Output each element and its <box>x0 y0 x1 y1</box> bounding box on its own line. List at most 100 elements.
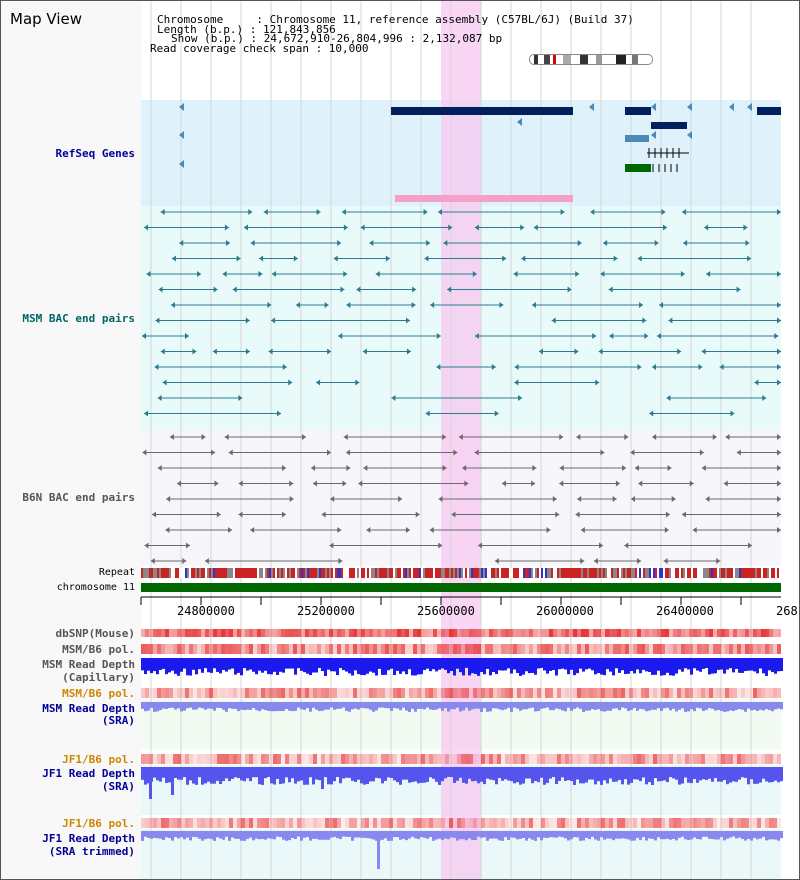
polymorphism-cell <box>389 629 393 637</box>
msm-bac-pair-end <box>659 302 664 308</box>
polymorphism-cell <box>709 754 713 764</box>
read-depth-bar <box>450 767 453 778</box>
repeat-segment <box>481 568 483 578</box>
read-depth-bar <box>369 767 372 782</box>
b6n-bac-pair-end <box>622 465 627 471</box>
polymorphism-cell <box>569 754 573 764</box>
polymorphism-cell <box>641 629 645 637</box>
read-depth-bar <box>252 767 255 778</box>
polymorphism-cell <box>301 818 305 828</box>
msm-bac-pair-end <box>337 240 342 246</box>
read-depth-bar <box>207 702 210 709</box>
msm-pol-label[interactable]: MSM/B6 pol. <box>62 643 135 656</box>
polymorphism-cell <box>225 629 229 637</box>
read-depth-bar <box>696 831 699 839</box>
jf1-pol2-label[interactable]: JF1/B6 pol. <box>62 817 135 830</box>
read-depth-bar <box>480 767 483 782</box>
read-depth-bar <box>378 767 381 779</box>
read-depth-bar <box>741 831 744 840</box>
jf1-depth-label[interactable]: JF1 Read Depth <box>42 767 135 780</box>
read-depth-bar <box>372 658 375 673</box>
read-depth-bar <box>774 702 777 710</box>
repeat-segment <box>277 568 279 578</box>
read-depth-bar <box>315 658 318 673</box>
b6n-bac-label[interactable]: B6N BAC end pairs <box>22 491 135 504</box>
gene-strand-arrow <box>747 103 752 111</box>
repeat-segment <box>651 568 653 578</box>
msm-depth-sra-label[interactable]: MSM Read Depth <box>42 702 135 715</box>
read-depth-bar <box>723 702 726 712</box>
repeat-segment <box>501 568 503 578</box>
chromosome-ideogram[interactable] <box>529 54 653 65</box>
read-depth-bar <box>648 658 651 672</box>
b6n-bac-pair-end <box>593 558 598 564</box>
polymorphism-cell <box>461 754 465 764</box>
gene-block <box>391 107 573 115</box>
jf1-trimmed-depth-label[interactable]: JF1 Read Depth <box>42 832 135 845</box>
read-depth-bar <box>150 831 153 839</box>
repeat-segment <box>769 568 771 578</box>
polymorphism-cell <box>673 688 677 698</box>
polymorphism-cell <box>277 688 281 698</box>
polymorphism-cell <box>513 644 517 654</box>
polymorphism-cell <box>757 644 761 654</box>
repeat-segment <box>405 568 407 578</box>
polymorphism-cell <box>337 818 341 828</box>
read-depth-bar <box>732 702 735 711</box>
gene-block <box>625 135 649 142</box>
read-depth-bar <box>597 767 600 782</box>
polymorphism-cell <box>485 688 489 698</box>
read-depth-bar <box>246 831 249 840</box>
read-depth-bar <box>249 702 252 710</box>
read-depth-bar <box>639 658 642 674</box>
polymorphism-cell <box>353 754 357 764</box>
polymorphism-cell <box>561 629 565 637</box>
polymorphism-cell <box>185 688 189 698</box>
msm-bac-pair-end <box>212 348 217 355</box>
read-depth-bar <box>744 767 747 778</box>
read-depth-bar <box>168 831 171 838</box>
read-depth-bar <box>309 767 312 778</box>
polymorphism-cell <box>241 688 245 698</box>
polymorphism-cell <box>177 629 181 637</box>
msm-pol2-label[interactable]: MSM/B6 pol. <box>62 687 135 700</box>
polymorphism-cell <box>361 754 365 764</box>
polymorphism-cell <box>325 818 329 828</box>
repeat-segment <box>359 568 361 578</box>
polymorphism-cell <box>661 688 665 698</box>
polymorphism-cell <box>173 688 177 698</box>
msm-bac-pair-end <box>340 286 345 293</box>
polymorphism-cell <box>273 629 277 637</box>
polymorphism-cell <box>577 688 581 698</box>
b6n-bac-pair-end <box>634 465 639 471</box>
refseq-genes-label[interactable]: RefSeq Genes <box>55 147 135 160</box>
polymorphism-cell <box>381 644 385 654</box>
read-depth-bar <box>525 702 528 710</box>
axis-tick-label: 25600000 <box>417 604 475 618</box>
polymorphism-cell <box>285 629 289 637</box>
repeat-segment <box>727 568 729 578</box>
polymorphism-cell <box>417 754 421 764</box>
b6n-bac-pair-end <box>165 527 170 533</box>
polymorphism-cell <box>717 629 721 637</box>
read-depth-bar <box>225 702 228 712</box>
msm-bac-label[interactable]: MSM BAC end pairs <box>22 312 135 325</box>
polymorphism-cell <box>409 629 413 637</box>
read-depth-bar <box>666 767 669 783</box>
b6n-bac-pair-end <box>559 465 564 471</box>
repeat-segment <box>451 568 453 578</box>
polymorphism-cell <box>529 818 533 828</box>
dbsnp-label[interactable]: dbSNP(Mouse) <box>55 627 135 640</box>
b6n-bac-pair-end <box>663 558 668 564</box>
read-depth-bar <box>579 831 582 841</box>
msm-depth-capillary-label[interactable]: MSM Read Depth <box>42 658 135 671</box>
jf1-pol-label[interactable]: JF1/B6 pol. <box>62 753 135 766</box>
polymorphism-cell <box>737 818 741 828</box>
msm-bac-pair-end <box>213 286 218 293</box>
polymorphism-cell <box>725 644 729 654</box>
repeat-segment <box>349 568 351 578</box>
b6n-bac-pair-end <box>442 434 447 440</box>
polymorphism-cell <box>373 688 377 698</box>
polymorphism-cell <box>713 629 717 637</box>
read-depth-bar <box>345 702 348 711</box>
